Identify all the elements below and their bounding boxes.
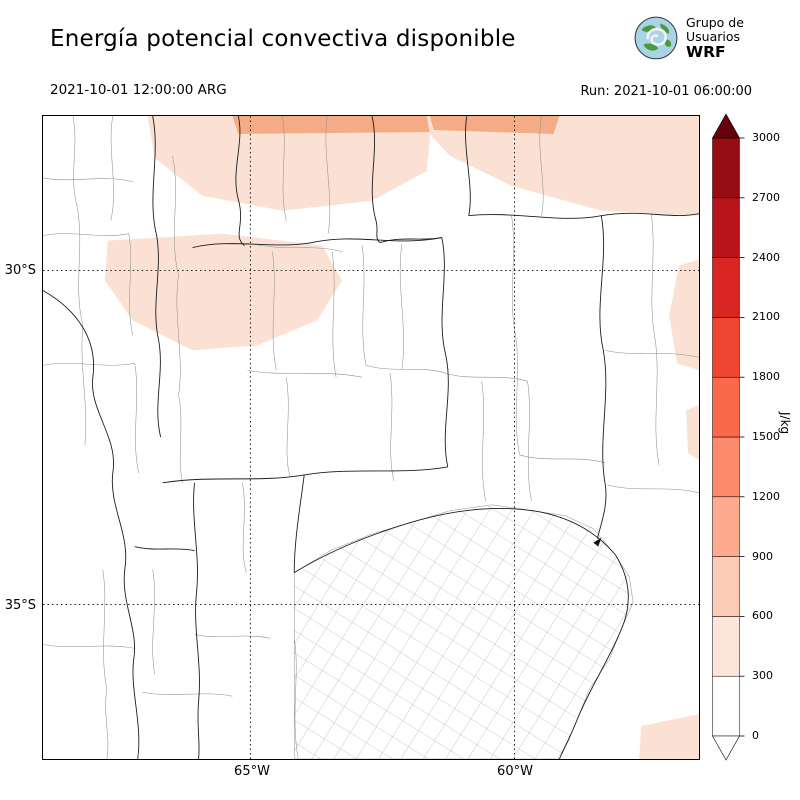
colorbar-tick-label: 3000 [752,131,780,144]
colorbar-segment [712,496,740,557]
colorbar-tick-label: 1800 [752,370,780,384]
colorbar-under-arrow [711,735,741,761]
colorbar-scale [711,113,745,761]
colorbar-segment [712,616,740,677]
colorbar-segment [712,137,740,199]
colorbar-segment [712,376,740,438]
colorbar-unit-label: J/kg [778,412,792,435]
logo-wrf: WRF [686,42,726,61]
colorbar-segment [712,317,740,378]
lon-tick-65w: 65°W [234,764,270,779]
logo-line-2: Usuarios [686,28,741,44]
colorbar-tick-label: 300 [752,669,773,683]
colorbar-tick-label: 1200 [752,489,780,503]
buenos-aires-parcels [293,504,634,759]
lat-tick-30s: 30°S [4,263,36,278]
colorbar-segment [712,675,740,737]
run-time-label: Run: 2021-10-01 06:00:00 [580,84,752,99]
colorbar-tick-label: 2700 [752,190,780,204]
colorbar-tick-label: 600 [752,609,773,623]
gridlines [43,116,699,759]
colorbar-tick-label: 2100 [752,310,780,324]
colorbar [711,113,746,761]
map-canvas [43,116,699,759]
city-marker [593,537,602,547]
province-borders [43,116,699,759]
colorbar-segment [712,436,740,498]
colorbar-tick-label: 2400 [752,250,780,264]
colorbar-tick-label: 900 [752,549,773,563]
logo-text: Grupo de Usuarios WRF [686,14,744,61]
colorbar-segment [712,197,740,258]
department-borders [43,116,699,759]
page-title: Energía potencial convectiva disponible [50,26,516,52]
colorbar-segment [712,257,740,318]
colorbar-over-arrow [711,113,741,139]
map-plot-frame [42,115,700,760]
valid-time-label: 2021-10-01 12:00:00 ARG [50,82,227,98]
colorbar-tick-label: 0 [752,729,759,742]
wrf-users-logo: Grupo de Usuarios WRF [633,15,744,61]
lat-tick-35s: 35°S [4,598,36,613]
lon-tick-60w: 60°W [497,764,533,779]
colorbar-tick-label: 1500 [752,430,780,443]
colorbar-segment [712,556,740,617]
globe-icon [634,16,678,60]
cape-shading [104,116,699,759]
logo-line-1: Grupo de [686,14,744,30]
